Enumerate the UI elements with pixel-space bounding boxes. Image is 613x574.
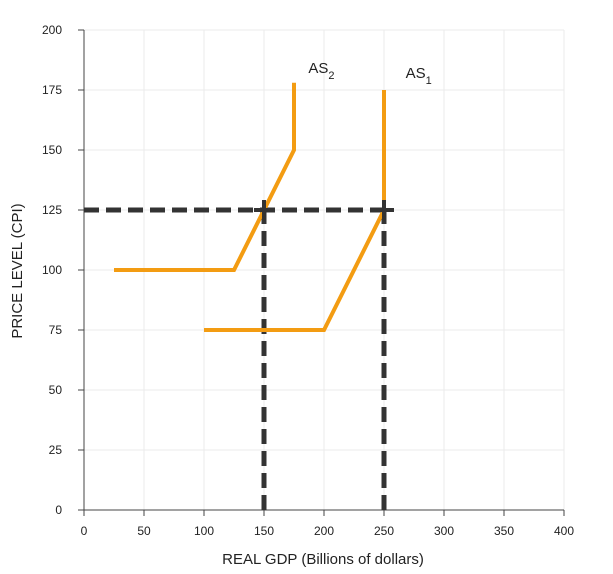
series-label-AS2: AS2 bbox=[308, 60, 334, 82]
y-tick-label: 200 bbox=[42, 23, 62, 37]
y-tick-label: 125 bbox=[42, 203, 62, 217]
series-label-text: AS bbox=[406, 65, 426, 82]
y-axis-title: PRICE LEVEL (CPI) bbox=[9, 203, 26, 338]
y-tick-label: 50 bbox=[49, 383, 63, 397]
series-label-AS1: AS1 bbox=[406, 65, 432, 87]
intersection-marker bbox=[374, 200, 394, 220]
x-tick-label: 250 bbox=[374, 524, 394, 538]
labels: REAL GDP (Billions of dollars) PRICE LEV… bbox=[9, 23, 574, 568]
y-tick-label: 175 bbox=[42, 83, 62, 97]
intersection-marker bbox=[254, 200, 274, 220]
y-tick-label: 100 bbox=[42, 263, 62, 277]
series bbox=[114, 82, 386, 332]
x-tick-label: 200 bbox=[314, 524, 334, 538]
series-line-AS1 bbox=[204, 90, 386, 332]
x-tick-label: 100 bbox=[194, 524, 214, 538]
x-tick-label: 300 bbox=[434, 524, 454, 538]
y-tick-label: 150 bbox=[42, 143, 62, 157]
series-label-text: AS bbox=[308, 60, 328, 77]
guide-lines bbox=[84, 207, 387, 510]
series-label-subscript: 2 bbox=[328, 70, 334, 82]
y-tick-label: 75 bbox=[49, 323, 63, 337]
x-tick-label: 50 bbox=[137, 524, 151, 538]
y-tick-label: 0 bbox=[55, 503, 62, 517]
y-tick-label: 25 bbox=[49, 443, 63, 457]
series-label-subscript: 1 bbox=[426, 75, 432, 87]
axes bbox=[78, 29, 565, 516]
intersection-markers bbox=[254, 200, 394, 220]
x-axis-title: REAL GDP (Billions of dollars) bbox=[222, 551, 424, 568]
x-tick-label: 0 bbox=[81, 524, 88, 538]
x-tick-label: 150 bbox=[254, 524, 274, 538]
x-tick-label: 400 bbox=[554, 524, 574, 538]
x-tick-label: 350 bbox=[494, 524, 514, 538]
